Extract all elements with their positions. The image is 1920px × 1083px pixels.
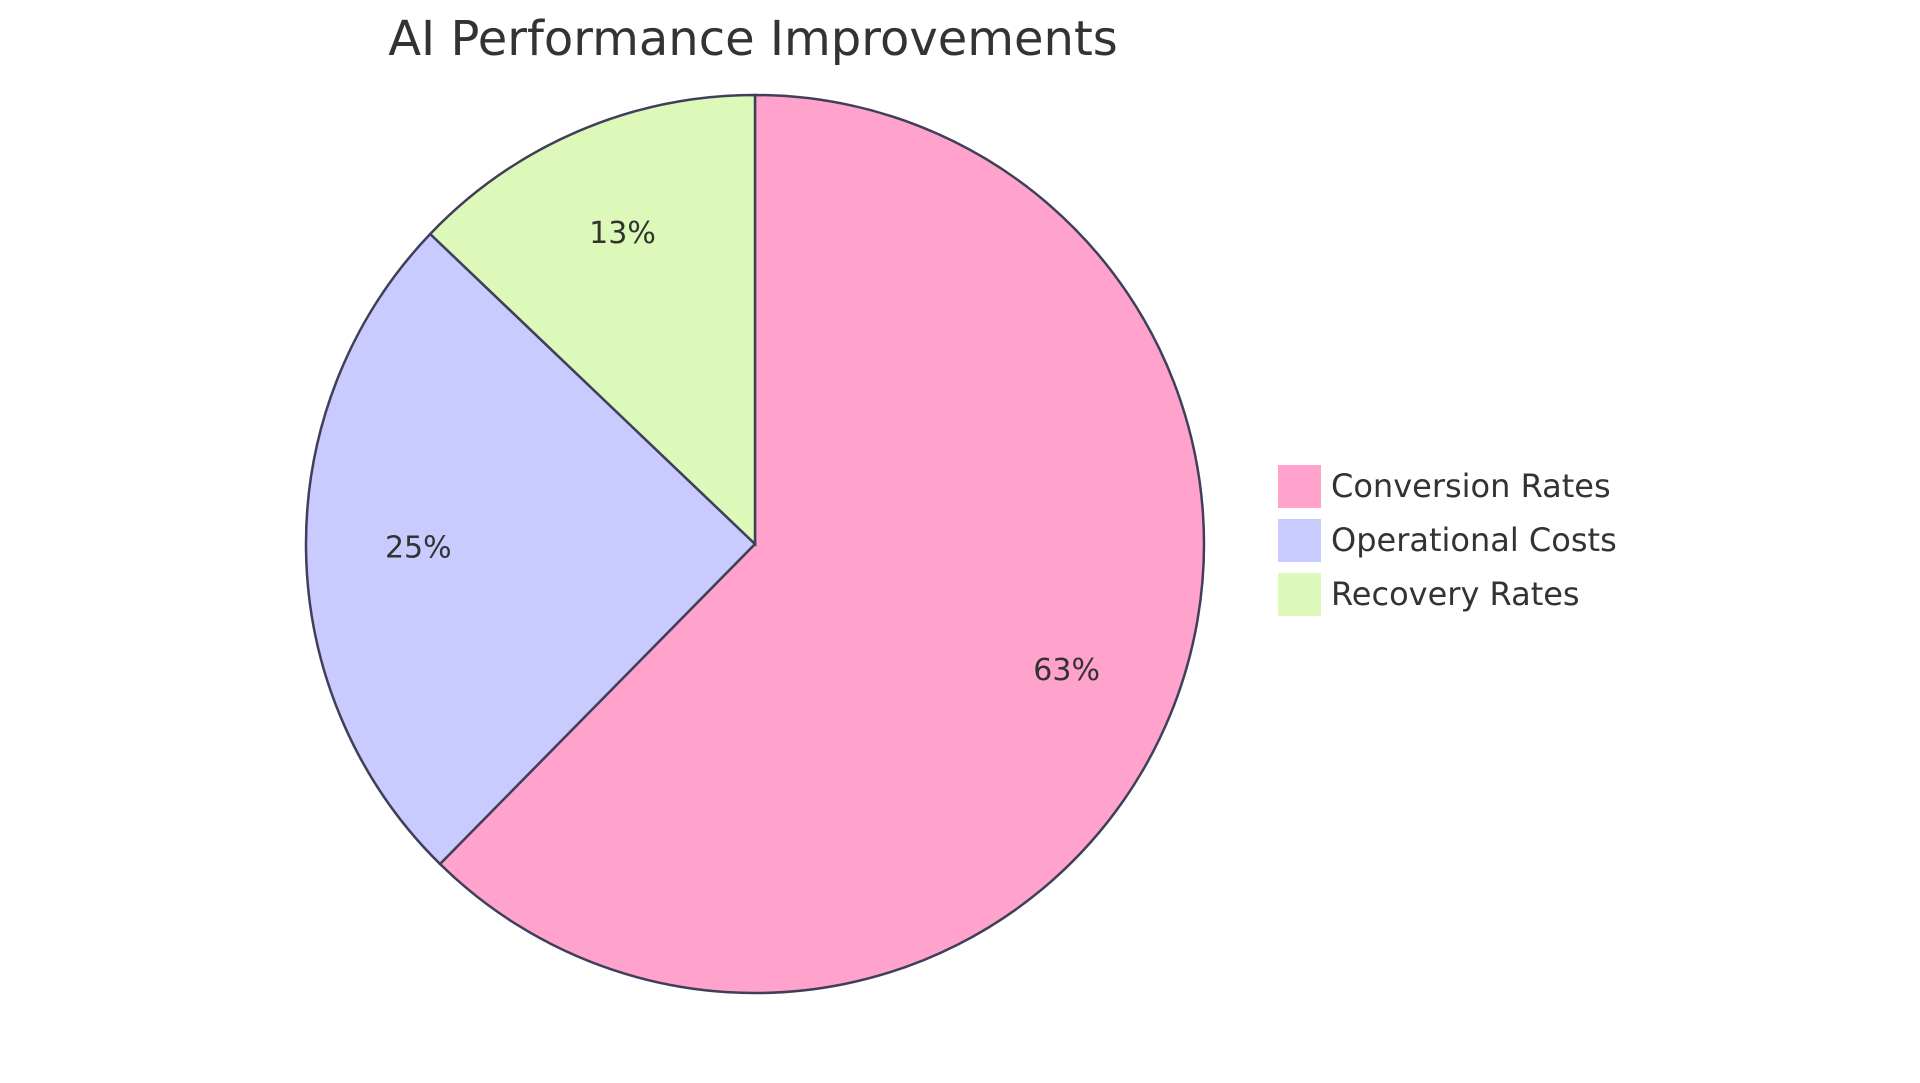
legend-swatch: [1276, 463, 1323, 510]
slice-label: 63%: [1033, 653, 1100, 688]
legend-swatch: [1276, 571, 1323, 618]
slice-label: 13%: [589, 216, 656, 251]
pie-slice: [428, 93, 757, 547]
pie-slice: [304, 232, 757, 866]
legend-label: Conversion Rates: [1331, 467, 1611, 505]
legend-label: Operational Costs: [1331, 521, 1617, 559]
chart-title: AI Performance Improvements: [388, 11, 1118, 67]
pie-slice: [438, 93, 1206, 995]
slice-label: 25%: [385, 531, 452, 566]
legend-label: Recovery Rates: [1331, 575, 1580, 613]
legend-swatch: [1276, 517, 1323, 564]
